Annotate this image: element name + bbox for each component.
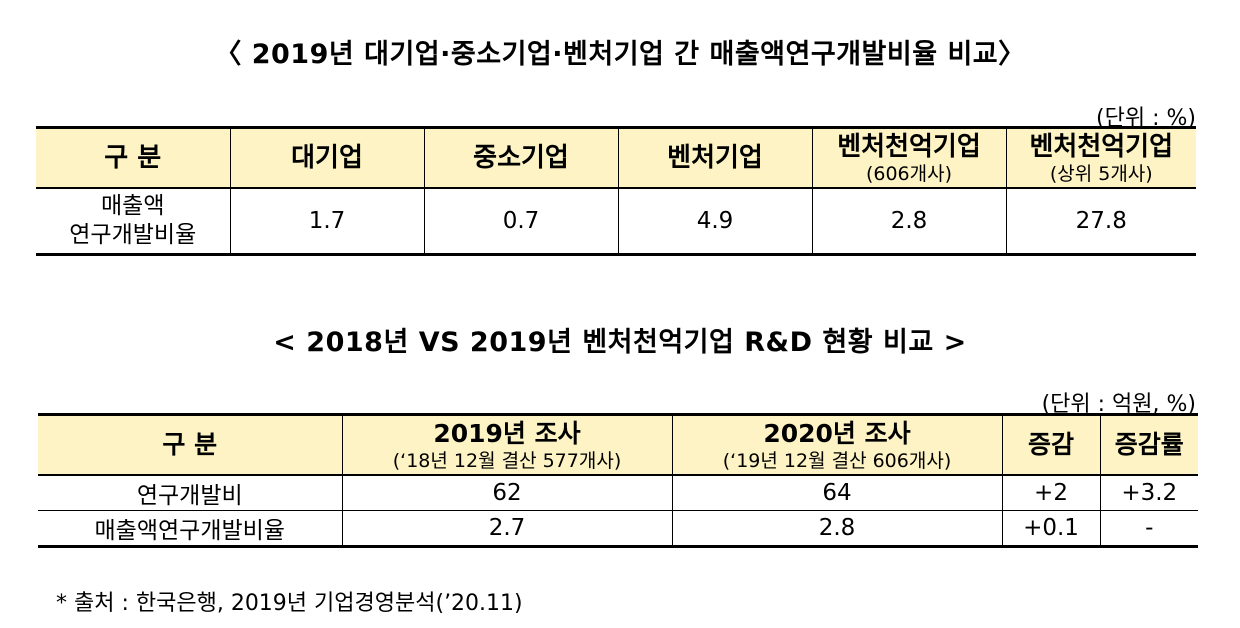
table-cell: 27.8 <box>1005 188 1196 256</box>
table1-header-category: 구 분 <box>36 126 230 189</box>
table2-header-2020-survey: 2020년 조사 (‘19년 12월 결산 606개사) <box>671 413 1002 476</box>
table1-header-venture-100b: 벤처천억기업 (606개사) <box>811 126 1006 189</box>
table-cell: 64 <box>671 475 1002 511</box>
source-note: * 출처 : 한국은행, 2019년 기업경영분석(’20.11) <box>56 591 523 616</box>
table2-unit: (단위 : 억원, %) <box>1041 392 1196 417</box>
table2-row-label: 연구개발비 <box>38 475 342 511</box>
table2-title: < 2018년 VS 2019년 벤처천억기업 R&D 현황 비교 > <box>273 327 967 358</box>
table-cell: 62 <box>341 475 672 511</box>
table-cell: +3.2 <box>1099 475 1198 511</box>
table2-header-change: 증감 <box>1001 413 1100 476</box>
table-cell: 2.8 <box>671 510 1002 548</box>
table-row: 매출액 연구개발비율 1.7 0.7 4.9 2.8 27.8 <box>36 188 1196 256</box>
table-cell: 1.7 <box>229 188 424 256</box>
table-cell: +2 <box>1001 475 1100 511</box>
rd-ratio-table: 구 분 대기업 중소기업 벤처기업 벤처천억기업 (606개사) 벤처천억기업 … <box>36 126 1196 256</box>
table-row: 매출액연구개발비율 2.7 2.8 +0.1 - <box>38 510 1198 548</box>
table2-header-row: 구 분 2019년 조사 (‘18년 12월 결산 577개사) 2020년 조… <box>38 413 1198 476</box>
table1-header-venture-top5: 벤처천억기업 (상위 5개사) <box>1005 126 1196 189</box>
table1-title: 〈 2019년 대기업·중소기업·벤처기업 간 매출액연구개발비율 비교〉 <box>214 39 1026 70</box>
table-cell: +0.1 <box>1001 510 1100 548</box>
table1-header-row: 구 분 대기업 중소기업 벤처기업 벤처천억기업 (606개사) 벤처천억기업 … <box>36 126 1196 189</box>
table2-header-change-rate: 증감률 <box>1099 413 1198 476</box>
table1-row-label: 매출액 연구개발비율 <box>36 188 230 256</box>
table1-header-sme: 중소기업 <box>423 126 618 189</box>
table-cell: 4.9 <box>617 188 812 256</box>
table-row: 연구개발비 62 64 +2 +3.2 <box>38 475 1198 511</box>
table2-row-label: 매출액연구개발비율 <box>38 510 342 548</box>
table2-header-2019-survey: 2019년 조사 (‘18년 12월 결산 577개사) <box>341 413 672 476</box>
table1-header-large: 대기업 <box>229 126 424 189</box>
table-cell: - <box>1099 510 1198 548</box>
table1-header-venture: 벤처기업 <box>617 126 812 189</box>
table-cell: 2.7 <box>341 510 672 548</box>
table-cell: 0.7 <box>423 188 618 256</box>
table-cell: 2.8 <box>811 188 1006 256</box>
venture-rd-comparison-table: 구 분 2019년 조사 (‘18년 12월 결산 577개사) 2020년 조… <box>38 413 1198 548</box>
table2-header-category: 구 분 <box>38 413 342 476</box>
